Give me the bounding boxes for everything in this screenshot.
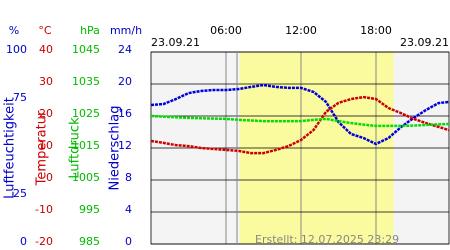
y-tick-label: 20: [118, 75, 132, 88]
axis-title: Luftfeuchtigkeit: [3, 97, 18, 199]
y-tick-label: -10: [35, 203, 53, 216]
y-tick-label: 0: [20, 235, 27, 248]
y-tick-label: 1025: [72, 107, 100, 120]
y-tick-label: 0: [46, 171, 53, 184]
y-tick-label: 985: [79, 235, 100, 248]
plot-frame: [150, 51, 450, 245]
y-tick-label: 4: [125, 203, 132, 216]
y-tick-label: -20: [35, 235, 53, 248]
y-tick-label: 16: [118, 107, 132, 120]
y-tick-label: 40: [39, 43, 53, 56]
x-tick-label: 12:00: [285, 24, 317, 37]
series-line: [150, 95, 450, 155]
series-line: [150, 114, 450, 128]
y-tick-label: 12: [118, 139, 132, 152]
y-tick-label: 1035: [72, 75, 100, 88]
date-left: 23.09.21: [151, 36, 200, 49]
footer: Erstellt: 12.07.2025 23:29: [255, 233, 399, 246]
x-tick-label: 06:00: [210, 24, 242, 37]
y-tick-label: 24: [118, 43, 132, 56]
axis-title: Niederschlag: [108, 106, 123, 191]
y-tick-label: 1015: [72, 139, 100, 152]
y-tick-label: 25: [13, 187, 27, 200]
y-tick-label: 995: [79, 203, 100, 216]
y-tick-label: 75: [13, 91, 27, 104]
y-tick-label: 20: [39, 107, 53, 120]
y-tick-label: 1005: [72, 171, 100, 184]
axis-unit: °C: [38, 24, 52, 37]
axis-unit: hPa: [80, 24, 100, 37]
y-tick-label: 30: [39, 75, 53, 88]
date-right: 23.09.21: [400, 36, 449, 49]
axis-title: Temperatur: [35, 110, 50, 186]
y-tick-label: 8: [125, 171, 132, 184]
y-tick-label: 0: [125, 235, 132, 248]
axis-unit: mm/h: [110, 24, 142, 37]
y-tick-label: 100: [6, 43, 27, 56]
axis-title: Luftdruck: [68, 117, 83, 179]
y-tick-label: 1045: [72, 43, 100, 56]
x-tick-label: 18:00: [360, 24, 392, 37]
y-tick-label: 10: [39, 139, 53, 152]
axis-unit: %: [9, 24, 19, 37]
